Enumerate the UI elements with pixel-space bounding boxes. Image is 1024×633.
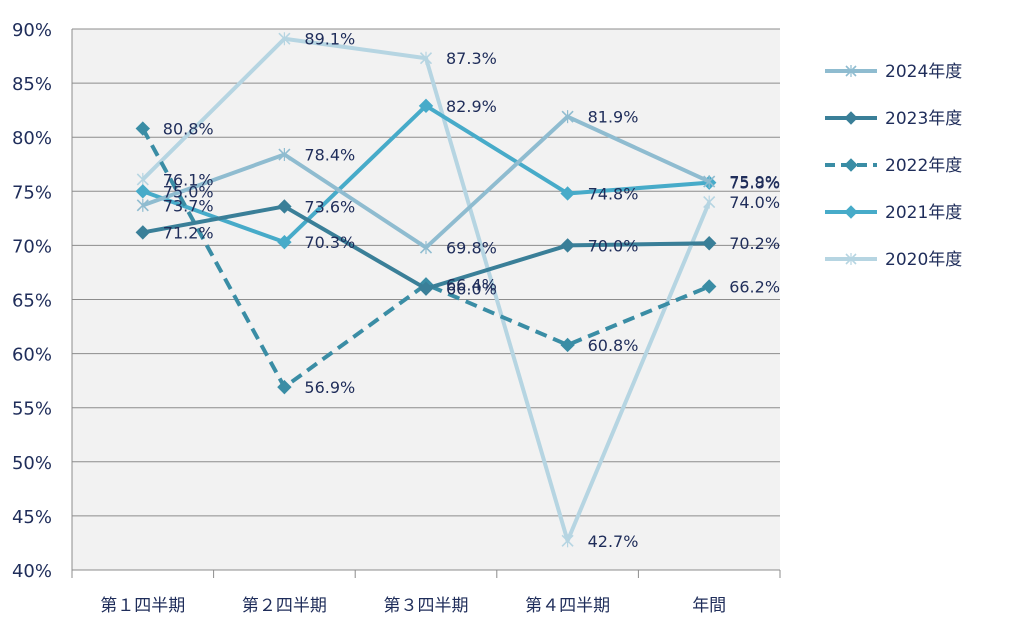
series-2023年度 — [135, 199, 717, 296]
data-point-marker — [278, 32, 291, 46]
data-point-marker — [277, 379, 292, 395]
data-point-marker — [845, 253, 857, 265]
data-label: 66.0% — [446, 280, 497, 299]
y-tick-label: 65% — [12, 291, 52, 312]
data-point-marker — [703, 195, 716, 209]
x-category-label: 第４四半期 — [525, 596, 610, 616]
data-label: 71.2% — [163, 223, 214, 242]
data-labels: 73.7% 78.4% 69.8% 81.9% 75.9% 71.2% 73.6% 66.0%… — [163, 30, 780, 551]
data-point-marker — [701, 279, 717, 294]
data-label: 70.0% — [588, 236, 639, 255]
data-label: 70.2% — [729, 234, 780, 253]
data-label: 82.9% — [446, 97, 497, 116]
data-label: 70.3% — [304, 233, 355, 252]
series-line — [141, 127, 710, 390]
legend-label: 2022年度 — [885, 156, 962, 176]
y-tick-label: 80% — [12, 128, 52, 149]
data-label: 60.8% — [588, 336, 639, 355]
data-point-marker — [418, 281, 434, 296]
y-tick-label: 90% — [12, 20, 52, 41]
y-tick-label: 85% — [12, 74, 52, 95]
data-point-marker — [278, 148, 291, 162]
x-category-label: 年間 — [692, 596, 726, 616]
data-point-marker — [701, 236, 717, 251]
data-point-marker — [419, 51, 433, 65]
data-label: 42.7% — [588, 532, 639, 551]
data-label: 80.8% — [163, 120, 214, 139]
data-label: 75.8% — [729, 174, 780, 193]
y-tick-label: 45% — [12, 507, 52, 528]
data-point-marker — [560, 238, 575, 253]
y-tick-label: 75% — [12, 182, 52, 203]
data-label: 74.0% — [729, 193, 780, 212]
x-category-label: 第１四半期 — [100, 596, 185, 616]
y-tick-label: 50% — [12, 453, 52, 474]
series-group — [135, 32, 717, 548]
data-point-marker — [844, 205, 858, 219]
data-point-marker — [561, 534, 574, 548]
y-tick-label: 70% — [12, 236, 52, 257]
data-label: 56.9% — [304, 378, 355, 397]
data-point-marker — [277, 199, 292, 214]
data-point-marker — [845, 65, 857, 77]
data-label: 75.0% — [163, 182, 214, 201]
y-tick-label: 40% — [12, 561, 52, 582]
data-point-marker — [135, 225, 151, 240]
data-label: 73.6% — [304, 197, 355, 216]
legend-item: 2021年度 — [825, 203, 962, 223]
legend-label: 2020年度 — [885, 250, 962, 270]
data-point-marker — [418, 98, 434, 114]
legend-item: 2023年度 — [825, 109, 962, 129]
data-label: 66.4% — [446, 275, 497, 294]
data-label: 89.1% — [304, 30, 355, 49]
x-category-label: 第３四半期 — [384, 596, 469, 616]
data-label: 74.8% — [588, 184, 639, 203]
data-point-marker — [135, 184, 151, 199]
y-tick-label: 60% — [12, 345, 52, 366]
series-2020年度 — [136, 32, 716, 548]
data-point-marker — [561, 110, 574, 124]
data-point-marker — [136, 198, 149, 212]
data-label: 76.1% — [163, 170, 214, 189]
legend-label: 2021年度 — [885, 203, 962, 223]
data-point-marker — [560, 337, 575, 353]
data-label: 73.7% — [163, 196, 214, 215]
data-point-marker — [136, 172, 149, 186]
data-point-marker — [135, 121, 151, 136]
data-point-marker — [844, 111, 858, 125]
legend-label: 2024年度 — [885, 62, 962, 82]
legend-item: 2020年度 — [825, 250, 962, 270]
data-point-marker — [844, 158, 858, 172]
series-2024年度 — [136, 110, 716, 255]
data-point-marker — [703, 175, 716, 189]
gridlines — [72, 28, 780, 571]
data-label: 66.2% — [729, 278, 780, 297]
legend: 2024年度 2023年度 2022年度 2021年度 2020年度 — [825, 62, 962, 270]
data-point-marker — [419, 241, 433, 255]
data-label: 75.9% — [729, 173, 780, 192]
data-point-marker — [277, 234, 292, 250]
x-axis: 第１四半期 第２四半期 第３四半期 第４四半期 年間 — [71, 29, 781, 616]
data-label: 78.4% — [304, 146, 355, 165]
x-category-label: 第２四半期 — [242, 596, 327, 616]
legend-item: 2022年度 — [825, 156, 962, 176]
legend-item: 2024年度 — [825, 62, 962, 82]
y-axis: 40% 45% 50% 55% 60% 65% 70% 75% 80% 85% 90% — [12, 20, 52, 582]
legend-label: 2023年度 — [885, 109, 962, 129]
y-tick-label: 55% — [12, 399, 52, 420]
data-label: 69.8% — [446, 239, 497, 258]
data-label: 81.9% — [588, 108, 639, 127]
data-label: 87.3% — [446, 49, 497, 68]
data-point-marker — [560, 186, 575, 201]
